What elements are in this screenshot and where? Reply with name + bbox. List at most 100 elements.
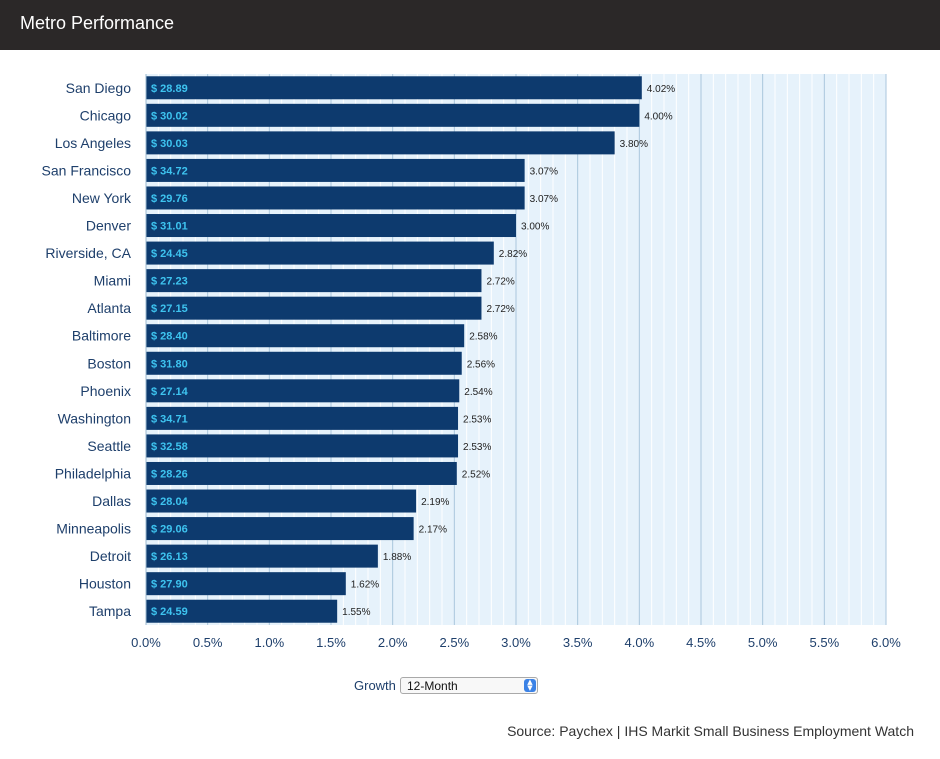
bar-wage-label: $ 30.03 [151, 138, 188, 150]
category-label: New York [72, 190, 132, 206]
x-tick-label: 5.0% [748, 635, 778, 650]
bar-value-label: 2.19% [421, 497, 449, 508]
x-tick-label: 0.5% [193, 635, 223, 650]
bar [146, 241, 494, 265]
x-tick-label: 3.0% [501, 635, 531, 650]
growth-select-value: 12-Month [407, 679, 458, 693]
bar-value-label: 1.55% [342, 607, 370, 618]
bar-wage-label: $ 27.90 [151, 579, 188, 591]
header-bar: Metro Performance [0, 0, 940, 50]
category-label: Denver [86, 218, 131, 234]
bar-wage-label: $ 27.23 [151, 276, 188, 288]
select-arrows-icon: ▲ ▼ [524, 679, 536, 692]
bar-wage-label: $ 34.72 [151, 165, 188, 177]
bar-wage-label: $ 24.59 [151, 606, 188, 618]
bar-value-label: 2.52% [462, 469, 490, 480]
bar [146, 517, 414, 541]
category-label: Houston [79, 576, 131, 592]
bar [146, 599, 338, 623]
category-label: San Francisco [42, 162, 132, 178]
bar-wage-label: $ 28.26 [151, 468, 188, 480]
page-title: Metro Performance [20, 13, 175, 33]
category-label: Atlanta [87, 300, 131, 316]
category-label: Washington [58, 410, 131, 426]
bar-value-label: 2.58% [469, 332, 497, 343]
bar-value-label: 2.72% [486, 304, 514, 315]
bar-value-label: 4.00% [644, 111, 672, 122]
bar-chart: 0.0% 0.5% 1.0% 1.5% 2.0% 2.5% 3.0% 3.5% 4.0% 4.5%… [42, 74, 901, 650]
bar-value-label: 3.80% [620, 139, 648, 150]
x-tick-label: 2.0% [378, 635, 408, 650]
bar-value-label: 2.72% [486, 277, 514, 288]
bar-value-label: 2.53% [463, 442, 491, 453]
bar-wage-label: $ 29.06 [151, 524, 188, 536]
bar [146, 296, 482, 320]
bar [146, 461, 457, 485]
bar-wage-label: $ 27.15 [151, 303, 188, 315]
bar [146, 489, 417, 513]
bar-wage-label: $ 28.40 [151, 331, 188, 343]
bar [146, 76, 642, 100]
bar-value-label: 2.82% [499, 249, 527, 260]
x-tick-label: 4.5% [686, 635, 716, 650]
x-tick-label: 2.5% [440, 635, 470, 650]
growth-select[interactable]: 12-Month ▲ ▼ [400, 677, 538, 694]
bar-wage-label: $ 32.58 [151, 441, 188, 453]
category-label: San Diego [66, 80, 132, 96]
category-label: Dallas [92, 493, 131, 509]
growth-label: Growth [354, 678, 396, 693]
category-label: Chicago [80, 107, 132, 123]
bar-value-label: 2.54% [464, 387, 492, 398]
bar [146, 351, 462, 375]
bar [146, 324, 465, 348]
bar-value-label: 2.56% [467, 359, 495, 370]
bar [146, 158, 525, 182]
bar [146, 214, 516, 238]
bar [146, 103, 640, 127]
category-label: Los Angeles [55, 135, 131, 151]
bar-wage-label: $ 31.01 [151, 221, 188, 233]
bar [146, 269, 482, 293]
bar-wage-label: $ 30.02 [151, 110, 188, 122]
bar-wage-label: $ 26.13 [151, 551, 188, 563]
category-label: Miami [94, 273, 131, 289]
bar-value-label: 3.07% [530, 194, 558, 205]
bar-wage-label: $ 29.76 [151, 193, 188, 205]
category-label: Riverside, CA [45, 245, 131, 261]
x-tick-label: 4.0% [625, 635, 655, 650]
bar-value-label: 2.17% [419, 525, 447, 536]
bar-value-label: 2.53% [463, 414, 491, 425]
bar [146, 544, 378, 568]
bar-wage-label: $ 28.04 [151, 496, 189, 508]
category-label: Boston [87, 355, 131, 371]
bar-wage-label: $ 34.71 [151, 413, 188, 425]
x-tick-label: 1.5% [316, 635, 346, 650]
x-tick-label: 1.0% [255, 635, 285, 650]
x-tick-label: 5.5% [810, 635, 840, 650]
x-tick-label: 3.5% [563, 635, 593, 650]
category-label: Tampa [89, 603, 131, 619]
bar-wage-label: $ 28.89 [151, 83, 188, 95]
bar-wage-label: $ 31.80 [151, 358, 188, 370]
bar [146, 186, 525, 210]
bar-value-label: 3.07% [530, 166, 558, 177]
bar [146, 406, 459, 430]
category-label: Phoenix [80, 383, 131, 399]
bar-value-label: 4.02% [647, 84, 675, 95]
bar-wage-label: $ 27.14 [151, 386, 189, 398]
x-tick-label: 0.0% [131, 635, 161, 650]
bar [146, 572, 346, 596]
category-label: Philadelphia [55, 465, 131, 481]
category-label: Detroit [90, 548, 131, 564]
source-note: Source: Paychex | IHS Markit Small Busin… [507, 723, 914, 739]
bar-wage-label: $ 24.45 [151, 248, 188, 260]
category-label: Baltimore [72, 328, 131, 344]
category-label: Minneapolis [56, 521, 131, 537]
bar [146, 434, 459, 458]
x-tick-label: 6.0% [871, 635, 901, 650]
category-label: Seattle [87, 438, 131, 454]
bar [146, 379, 460, 403]
bar-value-label: 3.00% [521, 222, 549, 233]
bar [146, 131, 615, 155]
bar-value-label: 1.62% [351, 580, 379, 591]
